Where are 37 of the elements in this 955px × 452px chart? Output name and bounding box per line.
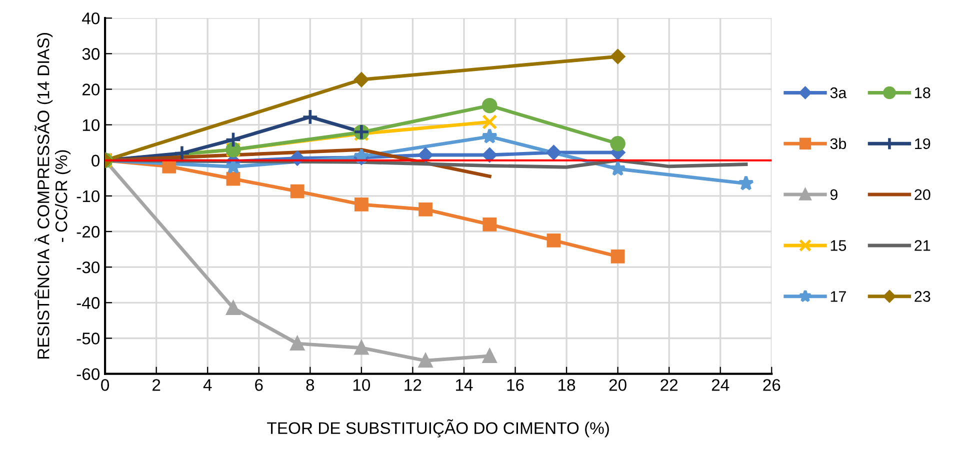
legend-label: 3b	[830, 138, 846, 150]
y-tick-label: 20	[82, 84, 100, 96]
legend-label: 20	[914, 189, 930, 200]
x-tick-label: 26	[763, 379, 780, 391]
x-tick-label: 2	[152, 379, 160, 391]
x-tick-label: 12	[404, 379, 422, 391]
legend-label: 19	[915, 138, 930, 150]
legend-label: 23	[914, 291, 930, 302]
x-tick-label: 0	[101, 379, 110, 391]
x-tick-label: 6	[255, 379, 263, 391]
x-tick-label: 8	[306, 379, 314, 391]
x-tick-label: 10	[353, 379, 370, 391]
legend-label: 18	[915, 87, 930, 98]
y-tick-label: -40	[76, 297, 100, 309]
legend-label: 21	[914, 240, 930, 251]
y-tick-label: 0	[92, 154, 100, 167]
legend-label: 15	[830, 240, 846, 251]
y-tick-label: -50	[76, 332, 100, 344]
x-tick-label: 14	[456, 379, 473, 391]
legend-label: 9	[830, 189, 838, 200]
y-tick-label: -20	[76, 226, 100, 238]
x-tick-label: 18	[558, 379, 576, 391]
x-tick-label: 20	[609, 379, 626, 391]
legend-label: 3a	[830, 87, 847, 98]
x-tick-label: 4	[203, 379, 212, 391]
y-axis-title: RESISTÊNCIA À COMPRESSÃO (14 DIAS) - CC/CR (%)	[34, 33, 71, 359]
legend-label: 17	[830, 291, 846, 302]
y-tick-label: 40	[82, 12, 100, 24]
x-tick-label: 16	[507, 379, 524, 391]
y-tick-label: -60	[76, 368, 100, 380]
y-tick-label: 10	[82, 119, 100, 131]
x-tick-label: 22	[660, 379, 678, 391]
y-tick-label: -30	[76, 261, 100, 274]
x-axis-title: TEOR DE SUBSTITUIÇÃO DO CIMENTO (%)	[267, 419, 609, 438]
y-tick-label: -10	[76, 190, 100, 202]
y-tick-label: 30	[82, 48, 100, 60]
x-tick-label: 24	[712, 379, 730, 391]
